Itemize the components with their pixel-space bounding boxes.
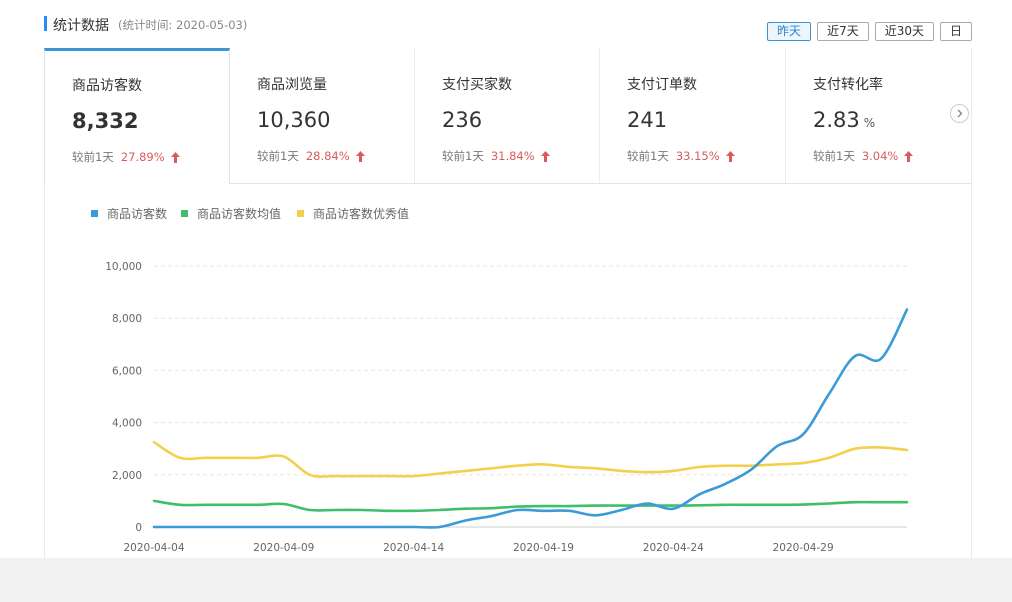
metric-compare: 较前1天 3.04% — [813, 148, 914, 164]
series-line-visitors — [152, 308, 909, 529]
page-title: 统计数据 — [53, 18, 109, 34]
x-tick-label: 2020-04-24 — [643, 542, 704, 554]
metric-card-buyers[interactable]: 支付买家数 236 较前1天 31.84% — [415, 48, 600, 184]
metric-value: 10,360 — [257, 108, 331, 132]
metric-card-visitors[interactable]: 商品访客数 8,332 较前1天 27.89% — [44, 48, 230, 185]
x-tick-label: 2020-04-14 — [383, 542, 444, 554]
legend-marker — [181, 210, 188, 217]
header-accent-bar — [44, 16, 47, 31]
x-tick-label: 2020-04-04 — [123, 542, 184, 554]
y-tick-label: 6,000 — [112, 365, 142, 377]
x-tick-label: 2020-04-09 — [253, 542, 314, 554]
legend-marker — [297, 210, 304, 217]
metric-label: 商品浏览量 — [257, 77, 327, 93]
up-arrow-icon — [355, 151, 365, 162]
time-button-day[interactable]: 日 — [939, 22, 972, 41]
page-bottom-band — [0, 558, 1012, 602]
cards-next-button[interactable] — [950, 104, 969, 123]
legend-label: 商品访客数均值 — [197, 206, 281, 221]
legend-label: 商品访客数 — [107, 206, 167, 221]
up-arrow-icon — [904, 151, 914, 162]
series-line-visitors-avg — [152, 499, 909, 513]
time-button-yesterday[interactable]: 昨天 — [767, 22, 812, 41]
x-tick-label: 2020-04-19 — [513, 542, 574, 554]
y-tick-label: 0 — [135, 522, 142, 534]
y-tick-label: 4,000 — [112, 418, 142, 430]
time-button-30days[interactable]: 近30天 — [874, 22, 934, 41]
up-arrow-icon — [540, 151, 550, 162]
chevron-right-icon — [957, 109, 963, 118]
metric-cards: 商品访客数 8,332 较前1天 27.89% 商品浏览量 10,360 较前1天… — [44, 48, 972, 185]
metric-compare: 较前1天 28.84% — [257, 148, 365, 164]
metric-compare: 较前1天 33.15% — [627, 148, 735, 164]
metric-compare: 较前1天 31.84% — [442, 148, 550, 164]
metric-label: 支付转化率 — [813, 77, 883, 93]
metric-value: 2.83% — [813, 108, 876, 132]
metric-compare: 较前1天 27.89% — [72, 149, 180, 165]
y-tick-label: 2,000 — [112, 470, 142, 482]
metric-card-conversion[interactable]: 支付转化率 2.83% 较前1天 3.04% — [786, 48, 972, 184]
metric-card-pageviews[interactable]: 商品浏览量 10,360 较前1天 28.84% — [230, 48, 415, 184]
metric-card-orders[interactable]: 支付订单数 241 较前1天 33.15% — [600, 48, 786, 184]
metric-label: 商品访客数 — [72, 78, 142, 94]
metric-value: 236 — [442, 108, 483, 132]
legend-marker — [91, 210, 98, 217]
up-arrow-icon — [170, 152, 180, 163]
y-tick-label: 8,000 — [112, 313, 142, 325]
time-button-7days[interactable]: 近7天 — [817, 22, 869, 41]
metric-label: 支付订单数 — [627, 77, 697, 93]
legend-label: 商品访客数优秀值 — [313, 206, 409, 221]
up-arrow-icon — [725, 151, 735, 162]
metric-label: 支付买家数 — [442, 77, 512, 93]
y-tick-label: 10,000 — [105, 261, 142, 273]
series-line-visitors-excellent — [152, 440, 909, 478]
line-chart: 商品访客数 商品访客数均值 商品访客数优秀值 0 2,000 4,000 6,000 8,00… — [91, 206, 909, 554]
metric-value: 8,332 — [72, 109, 139, 133]
x-tick-label: 2020-04-29 — [773, 542, 834, 554]
stats-panel: 统计数据 (统计时间: 2020-05-03) 昨天 近7天 近30天 日 商品… — [30, 0, 978, 558]
metric-value: 241 — [627, 108, 668, 132]
time-range-selector: 昨天 近7天 近30天 日 — [767, 22, 972, 41]
chart-area: 商品访客数 商品访客数均值 商品访客数优秀值 0 2,000 4,000 6,000 8,00… — [44, 184, 972, 558]
stats-time: (统计时间: 2020-05-03) — [118, 18, 248, 32]
